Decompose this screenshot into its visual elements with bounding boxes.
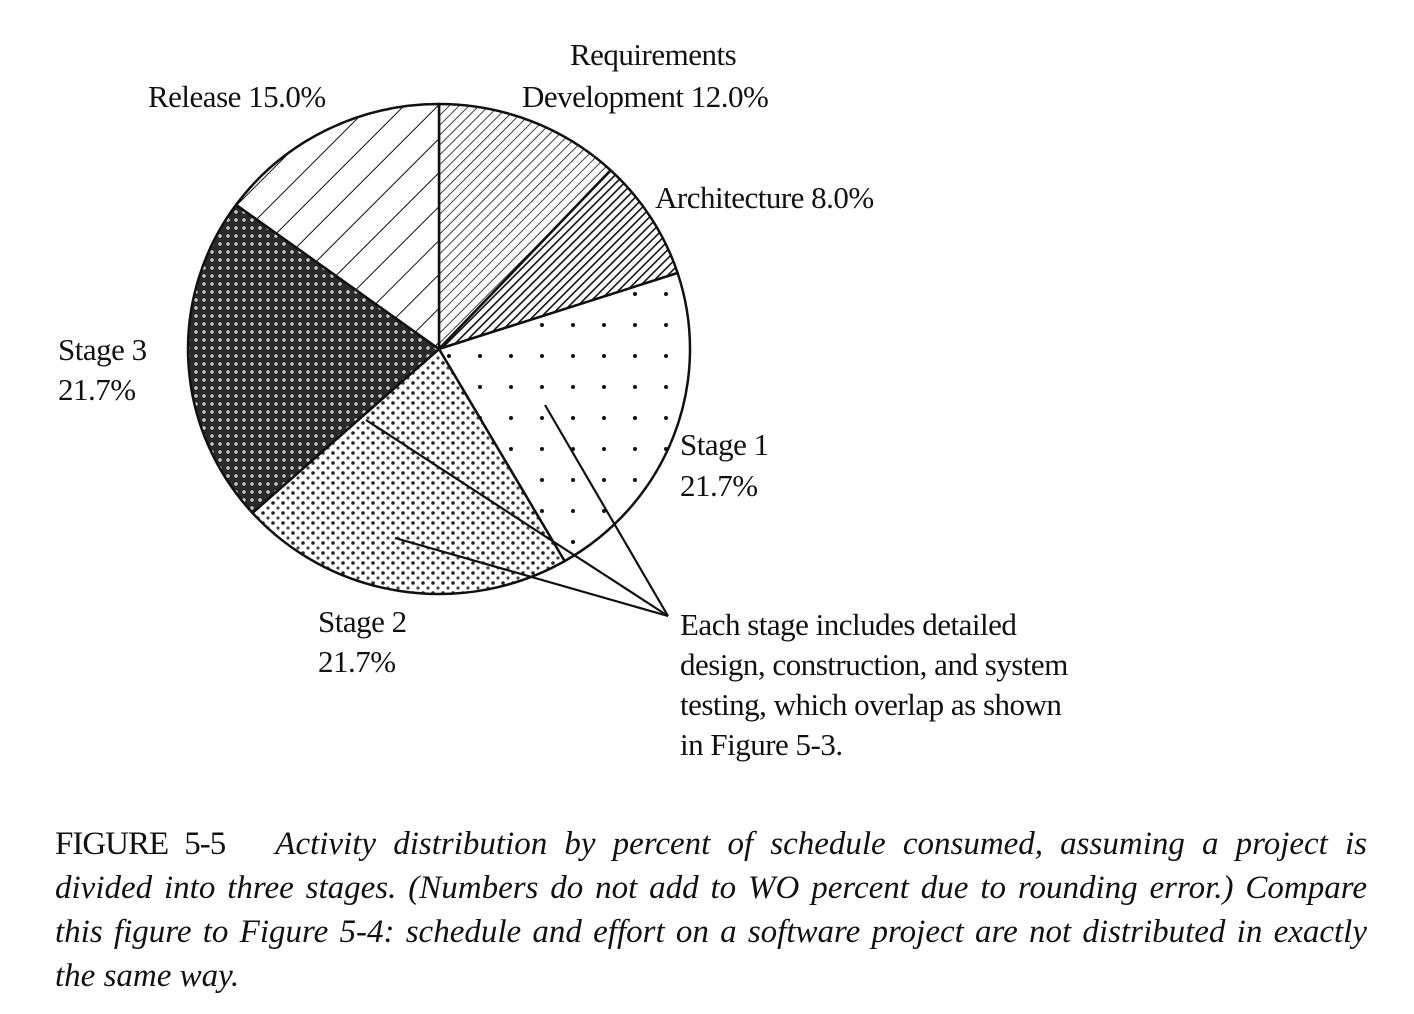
annotation-leader-line-1 <box>544 404 669 617</box>
annotation-leader-line-3 <box>394 536 669 618</box>
label-stage2-value: 21.7% <box>318 644 396 679</box>
pie-slice-stage-3 <box>186 203 441 515</box>
label-requirements-line1: Requirements <box>570 37 737 72</box>
label-stage2-name: Stage 2 <box>318 604 407 639</box>
label-architecture: Architecture 8.0% <box>655 180 874 215</box>
annotation-line-2: design, construction, and system <box>680 647 1068 682</box>
annotation-leader-line-2 <box>365 419 669 617</box>
annotation-line-3: testing, which overlap as shown <box>680 687 1062 722</box>
label-stage3-name: Stage 3 <box>58 332 147 367</box>
label-release: Release 15.0% <box>148 79 326 114</box>
label-stage1-name: Stage 1 <box>680 427 769 462</box>
figure-caption: FIGURE 5-5 Activity distribution by perce… <box>55 822 1367 998</box>
label-requirements-line2: Development 12.0% <box>522 79 769 114</box>
pie-slice-architecture <box>437 169 679 351</box>
figure-number: FIGURE 5-5 <box>55 826 226 862</box>
pie-slice-requirements-development <box>437 102 612 351</box>
annotation-line-4: in Figure 5-3. <box>680 727 843 762</box>
pie-slice-stage-1 <box>437 271 692 563</box>
caption-text: Activity distribution by percent of sche… <box>55 826 1367 994</box>
pie-slice-stage-2 <box>251 347 566 596</box>
label-stage3-value: 21.7% <box>58 372 136 407</box>
label-stage1-value: 21.7% <box>680 468 758 503</box>
annotation-line-1: Each stage includes detailed <box>680 607 1017 642</box>
pie-slice-release <box>234 102 441 351</box>
